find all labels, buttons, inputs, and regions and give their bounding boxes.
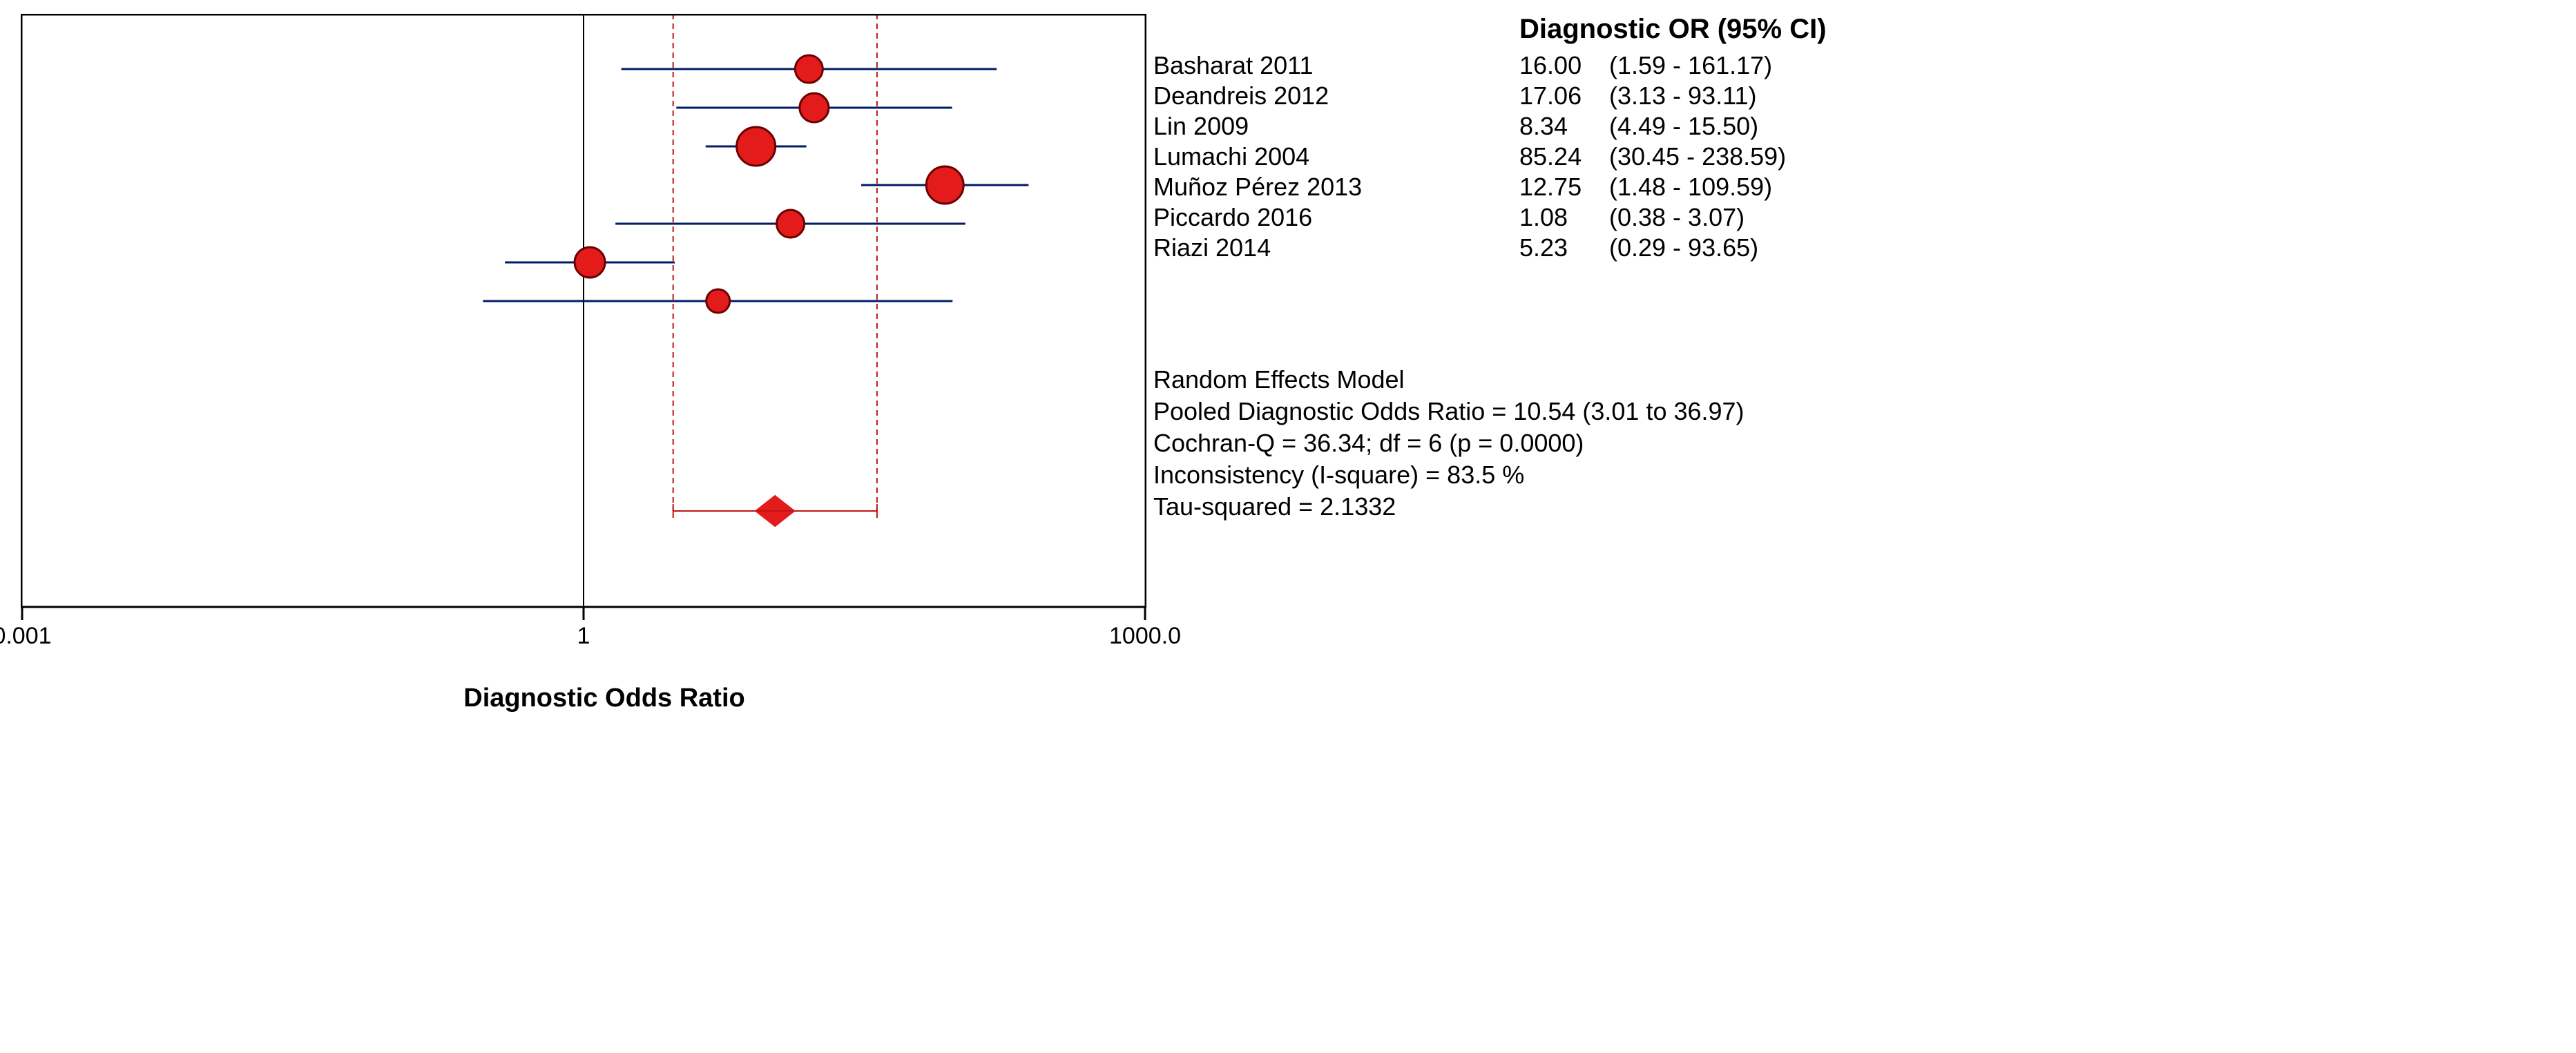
study-or: 1.08 [1519, 205, 1609, 230]
study-row: Deandreis 201217.06(3.13 - 93.11) [1153, 84, 2569, 108]
model-stats: Random Effects Model Pooled Diagnostic O… [1153, 364, 2569, 523]
study-row: Riazi 20145.23(0.29 - 93.65) [1153, 235, 2569, 260]
stats-q: Cochran-Q = 36.34; df = 6 (p = 0.0000) [1153, 427, 2569, 459]
study-ci: (0.29 - 93.65) [1609, 235, 1758, 260]
study-or: 16.00 [1519, 53, 1609, 78]
figure-container: 0.00111000.0 Diagnostic Odds Ratio Diagn… [0, 0, 2576, 720]
forest-plot [21, 14, 1146, 623]
study-row: Lin 20098.34(4.49 - 15.50) [1153, 114, 2569, 139]
study-or: 8.34 [1519, 114, 1609, 139]
stats-model: Random Effects Model [1153, 364, 2569, 396]
study-name: Muñoz Pérez 2013 [1153, 175, 1519, 200]
column-header: Diagnostic OR (95% CI) [1153, 14, 2569, 45]
study-row: Lumachi 200485.24(30.45 - 238.59) [1153, 144, 2569, 169]
x-tick-label: 0.001 [0, 623, 52, 650]
study-name: Piccardo 2016 [1153, 205, 1519, 230]
text-column: Diagnostic OR (95% CI) Basharat 201116.0… [1153, 14, 2569, 523]
study-or: 5.23 [1519, 235, 1609, 260]
study-ci: (3.13 - 93.11) [1609, 84, 1756, 108]
x-tick-label: 1 [577, 623, 590, 650]
study-row: Basharat 201116.00(1.59 - 161.17) [1153, 53, 2569, 78]
study-rows: Basharat 201116.00(1.59 - 161.17) Deandre… [1153, 53, 2569, 260]
study-name: Riazi 2014 [1153, 235, 1519, 260]
study-ci: (1.48 - 109.59) [1609, 175, 1772, 200]
study-name: Basharat 2011 [1153, 53, 1519, 78]
stats-tau: Tau-squared = 2.1332 [1153, 491, 2569, 523]
study-row: Piccardo 20161.08(0.38 - 3.07) [1153, 205, 2569, 230]
study-ci: (4.49 - 15.50) [1609, 114, 1758, 139]
x-axis-label: Diagnostic Odds Ratio [62, 684, 1146, 713]
x-axis-tick-labels: 0.00111000.0 [21, 623, 1146, 653]
study-ci: (1.59 - 161.17) [1609, 53, 1772, 78]
study-name: Lumachi 2004 [1153, 144, 1519, 169]
study-or: 85.24 [1519, 144, 1609, 169]
study-ci: (0.38 - 3.07) [1609, 205, 1744, 230]
study-name: Deandreis 2012 [1153, 84, 1519, 108]
forest-plot-column: 0.00111000.0 Diagnostic Odds Ratio [21, 14, 1146, 713]
x-tick-label: 1000.0 [1109, 623, 1181, 650]
stats-pooled: Pooled Diagnostic Odds Ratio = 10.54 (3.… [1153, 396, 2569, 427]
study-ci: (30.45 - 238.59) [1609, 144, 1786, 169]
study-row: Muñoz Pérez 201312.75(1.48 - 109.59) [1153, 175, 2569, 200]
study-name: Lin 2009 [1153, 114, 1519, 139]
stats-i2: Inconsistency (I-square) = 83.5 % [1153, 459, 2569, 491]
study-or: 17.06 [1519, 84, 1609, 108]
study-or: 12.75 [1519, 175, 1609, 200]
